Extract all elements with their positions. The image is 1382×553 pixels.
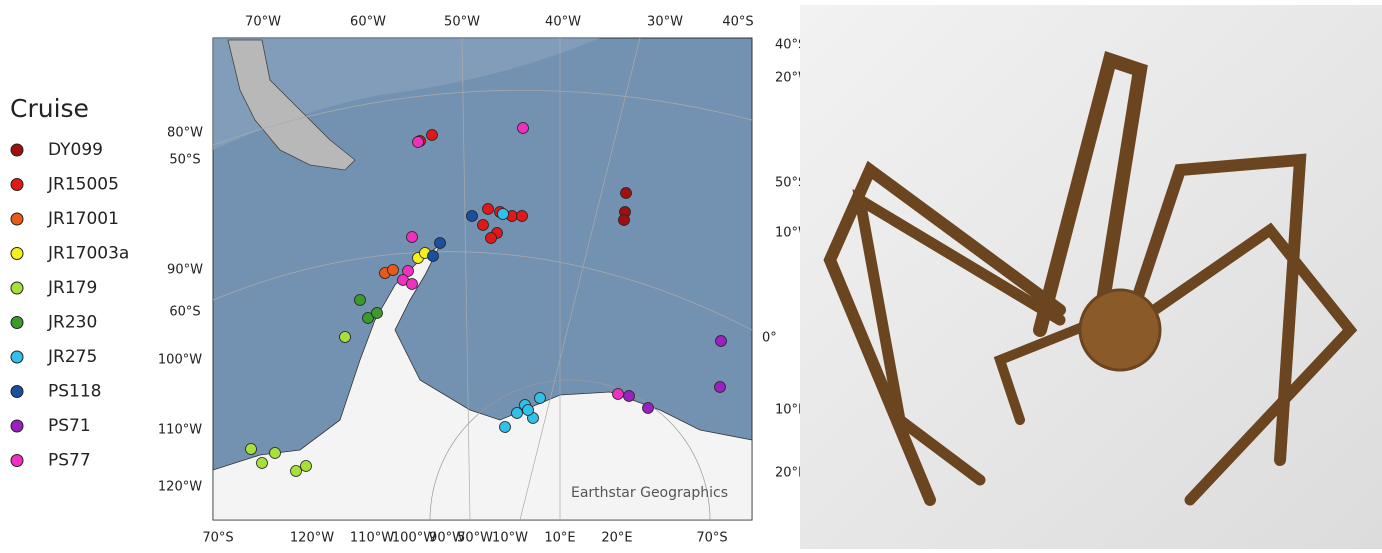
station	[620, 187, 632, 199]
graticule-label: 40°S	[722, 15, 753, 30]
station	[371, 307, 383, 319]
graticule-label: 90°W	[167, 263, 203, 278]
graticule-label: 30°W	[647, 15, 683, 30]
station	[339, 331, 351, 343]
station	[612, 388, 624, 400]
station	[714, 381, 726, 393]
station	[354, 294, 366, 306]
graticule-label: 0°	[762, 331, 777, 346]
photo	[800, 5, 1382, 549]
station	[406, 278, 418, 290]
station	[482, 203, 494, 215]
south-america	[227, 39, 356, 171]
station	[623, 390, 635, 402]
station	[434, 237, 446, 249]
graticule-label: 100°W	[158, 353, 202, 368]
legend-label: JR17003a	[47, 244, 129, 264]
station	[517, 122, 529, 134]
legend: Cruise DY099 JR15005 JR17001 JR17003a JR179 J…	[10, 94, 129, 471]
legend-label: JR17001	[47, 209, 119, 229]
legend-swatch	[10, 385, 24, 398]
legend-label: PS77	[48, 451, 91, 471]
legend-swatch	[10, 212, 24, 226]
station	[427, 250, 439, 262]
graticule-label: 90°W	[429, 531, 465, 546]
station	[245, 443, 257, 455]
station	[516, 210, 528, 222]
graticule-label: 60°S	[169, 305, 200, 320]
station	[477, 219, 489, 231]
station	[485, 232, 497, 244]
legend-swatch	[10, 143, 24, 157]
graticule	[212, 251, 753, 331]
station	[642, 402, 654, 414]
legend-swatch	[10, 454, 24, 467]
map: Earthstar Geographics 70°W 60°W 50°W 40°W 30…	[158, 15, 811, 546]
legend-swatch	[10, 350, 24, 364]
station	[522, 404, 534, 416]
graticule-label: 80°W	[167, 126, 203, 141]
graticule-label: 40°W	[545, 15, 581, 30]
graticule-label: 10°W	[492, 531, 528, 546]
graticule-label: 20°E	[775, 466, 806, 481]
graticule-label: 70°S	[202, 531, 233, 546]
graticule-label: 70°S	[696, 531, 727, 546]
legend-swatch	[10, 247, 24, 260]
graticule-label: 120°W	[158, 480, 202, 495]
graticule-label: 50°S	[775, 176, 806, 191]
station	[534, 392, 546, 404]
attribution: Earthstar Geographics	[571, 485, 728, 501]
legend-swatch	[10, 281, 24, 295]
graticule	[212, 89, 753, 146]
station	[511, 407, 523, 419]
station	[412, 136, 424, 148]
station	[497, 208, 509, 220]
graticule	[429, 379, 711, 521]
graticule-label: 110°W	[158, 423, 202, 438]
station	[300, 460, 312, 472]
graticule-label: 40°S	[775, 38, 806, 53]
legend-label: JR230	[47, 313, 97, 333]
legend-label: DY099	[48, 140, 103, 160]
station	[402, 265, 414, 277]
station	[362, 312, 374, 324]
legend-swatch	[10, 419, 24, 433]
antarctica	[212, 244, 753, 521]
legend-label: JR179	[47, 278, 97, 298]
graticule-label: 20°E	[601, 531, 632, 546]
graticule-label: 70°W	[245, 15, 281, 30]
station	[715, 335, 727, 347]
station	[387, 264, 399, 276]
legend-label: PS118	[48, 382, 102, 402]
station	[290, 465, 302, 477]
graticule-label: 10°E	[544, 531, 575, 546]
graticule-label: 50°W	[457, 531, 493, 546]
station	[466, 210, 478, 222]
station	[269, 447, 281, 459]
legend-label: PS71	[48, 416, 91, 436]
graticule-label: 100°W	[392, 531, 436, 546]
station	[406, 231, 418, 243]
legend-label: JR275	[47, 347, 97, 367]
station	[618, 214, 630, 226]
graticule-label: 110°W	[350, 531, 394, 546]
legend-swatch	[10, 316, 24, 329]
shelf	[213, 38, 600, 150]
station	[426, 129, 438, 141]
legend-title: Cruise	[10, 94, 89, 123]
legend-label: JR15005	[47, 175, 119, 195]
graticule	[461, 37, 641, 521]
graticule-label: 10°E	[775, 403, 806, 418]
graticule-label: 120°W	[290, 531, 334, 546]
graticule-label: 50°W	[444, 15, 480, 30]
graticule-label: 60°W	[350, 15, 386, 30]
station	[256, 457, 268, 469]
legend-swatch	[10, 178, 24, 191]
station	[499, 421, 511, 433]
graticule-label: 50°S	[169, 153, 200, 168]
specimen	[823, 50, 1358, 506]
